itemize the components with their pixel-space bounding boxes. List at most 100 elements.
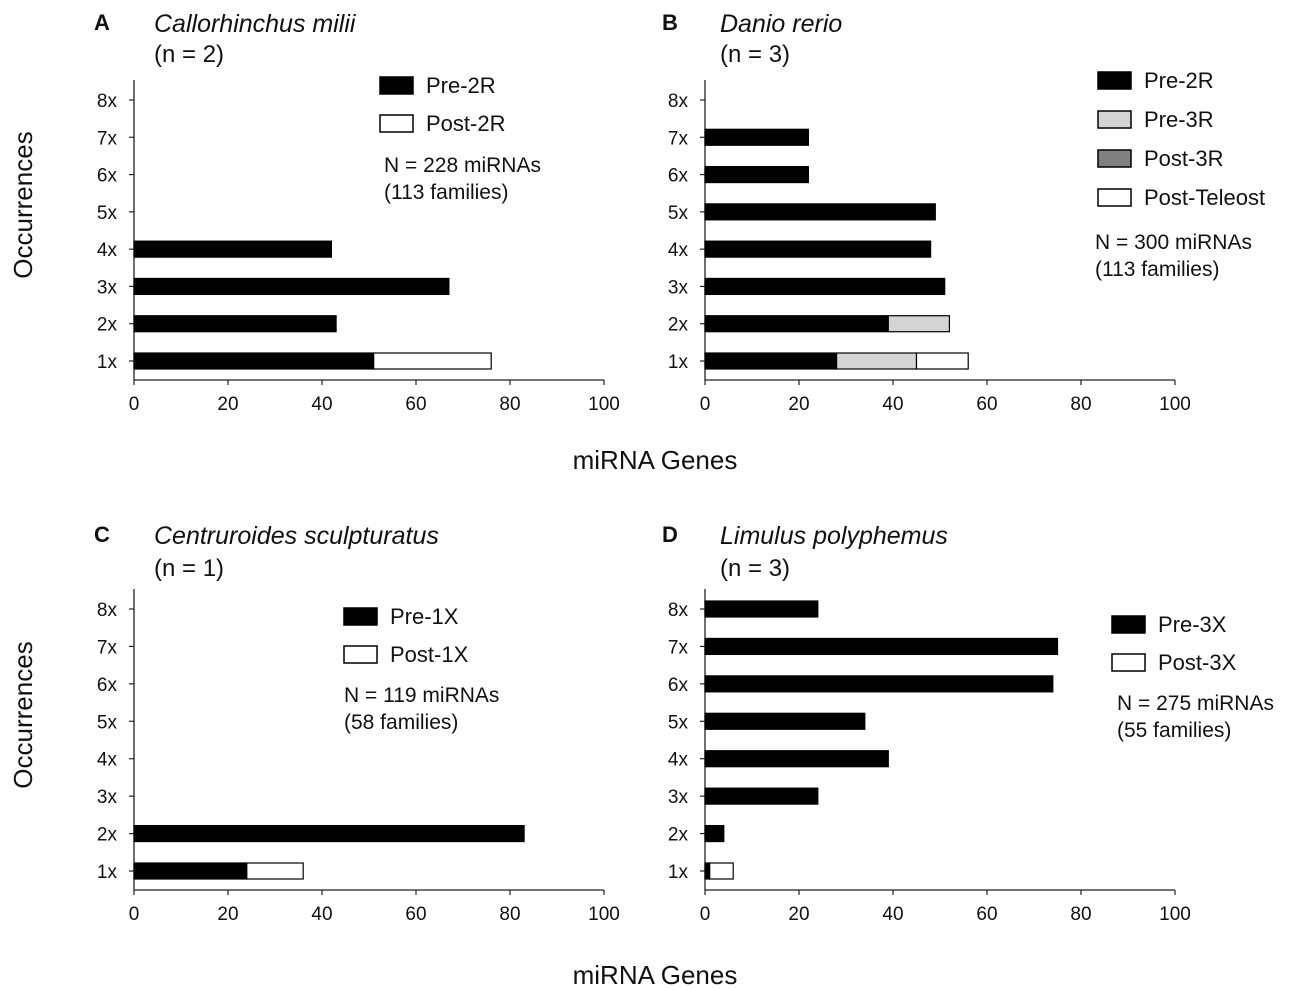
y-tick-label: 7x bbox=[668, 128, 689, 149]
y-tick-label: 6x bbox=[97, 166, 118, 187]
legend-swatch bbox=[1097, 149, 1132, 168]
bar-segment bbox=[704, 675, 1054, 693]
legend-swatch bbox=[343, 607, 378, 626]
y-tick-label: 3x bbox=[668, 277, 689, 298]
legend-label: Pre-3X bbox=[1158, 612, 1227, 637]
mirna-count-note: (113 families) bbox=[384, 181, 508, 204]
bar-segment bbox=[704, 862, 711, 880]
bar-segment bbox=[133, 352, 375, 370]
y-tick-label: 6x bbox=[97, 675, 118, 696]
x-tick-label: 100 bbox=[588, 394, 620, 415]
x-tick-label: 100 bbox=[1159, 394, 1191, 415]
species-title-b: Danio rerio bbox=[720, 10, 842, 38]
legend-label: Post-Teleost bbox=[1144, 185, 1265, 210]
legend-swatch bbox=[379, 114, 414, 133]
y-tick-label: 5x bbox=[668, 712, 689, 733]
y-tick-label: 8x bbox=[97, 600, 118, 621]
bar-segment bbox=[704, 712, 866, 730]
bar-segment bbox=[704, 750, 889, 768]
y-axis-title-top: Occurrences bbox=[8, 131, 38, 278]
x-tick-label: 40 bbox=[882, 904, 903, 925]
x-tick-label: 80 bbox=[1070, 904, 1091, 925]
bar-segment bbox=[133, 315, 337, 333]
sample-count-d: (n = 3) bbox=[720, 555, 790, 582]
legend-swatch bbox=[1111, 615, 1146, 634]
bar-segment bbox=[704, 600, 819, 618]
sample-count-c: (n = 1) bbox=[154, 555, 224, 582]
mirna-count-note: (58 families) bbox=[344, 711, 458, 734]
y-tick-label: 3x bbox=[97, 787, 118, 808]
panel-letter-d: D bbox=[662, 522, 678, 547]
bar-segment bbox=[704, 165, 810, 184]
y-tick-label: 6x bbox=[668, 675, 689, 696]
mirna-count-note: (55 families) bbox=[1117, 719, 1231, 742]
x-tick-label: 100 bbox=[588, 904, 620, 925]
legend-label: Pre-2R bbox=[426, 73, 496, 98]
x-tick-label: 40 bbox=[882, 394, 903, 415]
y-tick-label: 4x bbox=[97, 240, 118, 261]
mirna-count-note: (113 families) bbox=[1095, 258, 1219, 281]
bar-segment bbox=[704, 315, 889, 333]
bar-segment bbox=[704, 824, 725, 843]
y-tick-label: 2x bbox=[668, 315, 689, 336]
x-tick-label: 100 bbox=[1159, 904, 1191, 925]
legend-label: Pre-1X bbox=[390, 604, 459, 629]
legend-swatch bbox=[379, 76, 414, 95]
x-tick-label: 0 bbox=[129, 394, 140, 415]
bar-segment bbox=[133, 240, 332, 258]
y-tick-label: 4x bbox=[668, 240, 689, 261]
y-tick-label: 1x bbox=[668, 352, 689, 373]
mirna-count-note: N = 119 miRNAs bbox=[344, 684, 499, 707]
x-tick-label: 60 bbox=[976, 904, 997, 925]
y-tick-label: 1x bbox=[668, 862, 689, 883]
y-tick-label: 8x bbox=[668, 91, 689, 112]
y-tick-label: 8x bbox=[97, 91, 118, 112]
bar-segment bbox=[246, 862, 304, 880]
y-tick-label: 5x bbox=[97, 203, 118, 224]
panel-letter-a: A bbox=[94, 10, 110, 35]
y-tick-label: 2x bbox=[668, 825, 689, 846]
legend-swatch bbox=[1097, 110, 1132, 129]
bar-segment bbox=[704, 203, 936, 221]
x-tick-label: 0 bbox=[700, 904, 711, 925]
legend-label: Post-3R bbox=[1144, 146, 1223, 171]
bar-segment bbox=[704, 787, 819, 805]
panel-letter-b: B bbox=[662, 10, 678, 35]
panels-layer: A Callorhinchus milii (n = 2) 1x 2x 3x 4x 5x 6x 7… bbox=[94, 10, 1274, 925]
x-tick-label: 20 bbox=[217, 904, 238, 925]
x-tick-label: 40 bbox=[311, 394, 332, 415]
sample-count-b: (n = 3) bbox=[720, 41, 790, 68]
y-tick-label: 5x bbox=[97, 712, 118, 733]
bar-segment bbox=[835, 352, 918, 370]
y-tick-label: 4x bbox=[97, 750, 118, 771]
y-tick-label: 6x bbox=[668, 166, 689, 187]
bar-segment bbox=[133, 277, 450, 296]
panel-a: A Callorhinchus milii (n = 2) 1x 2x 3x 4x 5x 6x 7… bbox=[94, 10, 620, 415]
x-axis-title-bottom: miRNA Genes bbox=[573, 960, 738, 990]
y-tick-label: 3x bbox=[97, 277, 118, 298]
legend-swatch bbox=[1111, 653, 1146, 672]
y-tick-label: 2x bbox=[97, 315, 118, 336]
x-tick-label: 0 bbox=[700, 394, 711, 415]
y-tick-label: 4x bbox=[668, 750, 689, 771]
species-title-a: Callorhinchus milii bbox=[154, 10, 357, 38]
bar-segment bbox=[704, 240, 932, 258]
bar-segment bbox=[704, 277, 946, 296]
x-tick-label: 20 bbox=[217, 394, 238, 415]
x-tick-label: 40 bbox=[311, 904, 332, 925]
legend-swatch bbox=[1097, 71, 1132, 90]
mirna-count-note: N = 228 miRNAs bbox=[384, 154, 541, 177]
x-tick-label: 60 bbox=[405, 394, 426, 415]
y-tick-label: 2x bbox=[97, 825, 118, 846]
bar-segment bbox=[704, 128, 810, 146]
x-tick-label: 20 bbox=[788, 904, 809, 925]
bar-segment bbox=[133, 862, 248, 880]
legend-label: Post-3X bbox=[1158, 650, 1237, 675]
bar-segment bbox=[133, 824, 525, 843]
legend-label: Pre-3R bbox=[1144, 107, 1214, 132]
bar-segment bbox=[887, 315, 950, 333]
y-tick-label: 1x bbox=[97, 862, 118, 883]
mirna-count-note: N = 275 miRNAs bbox=[1117, 692, 1274, 715]
legend-swatch bbox=[1097, 188, 1132, 207]
